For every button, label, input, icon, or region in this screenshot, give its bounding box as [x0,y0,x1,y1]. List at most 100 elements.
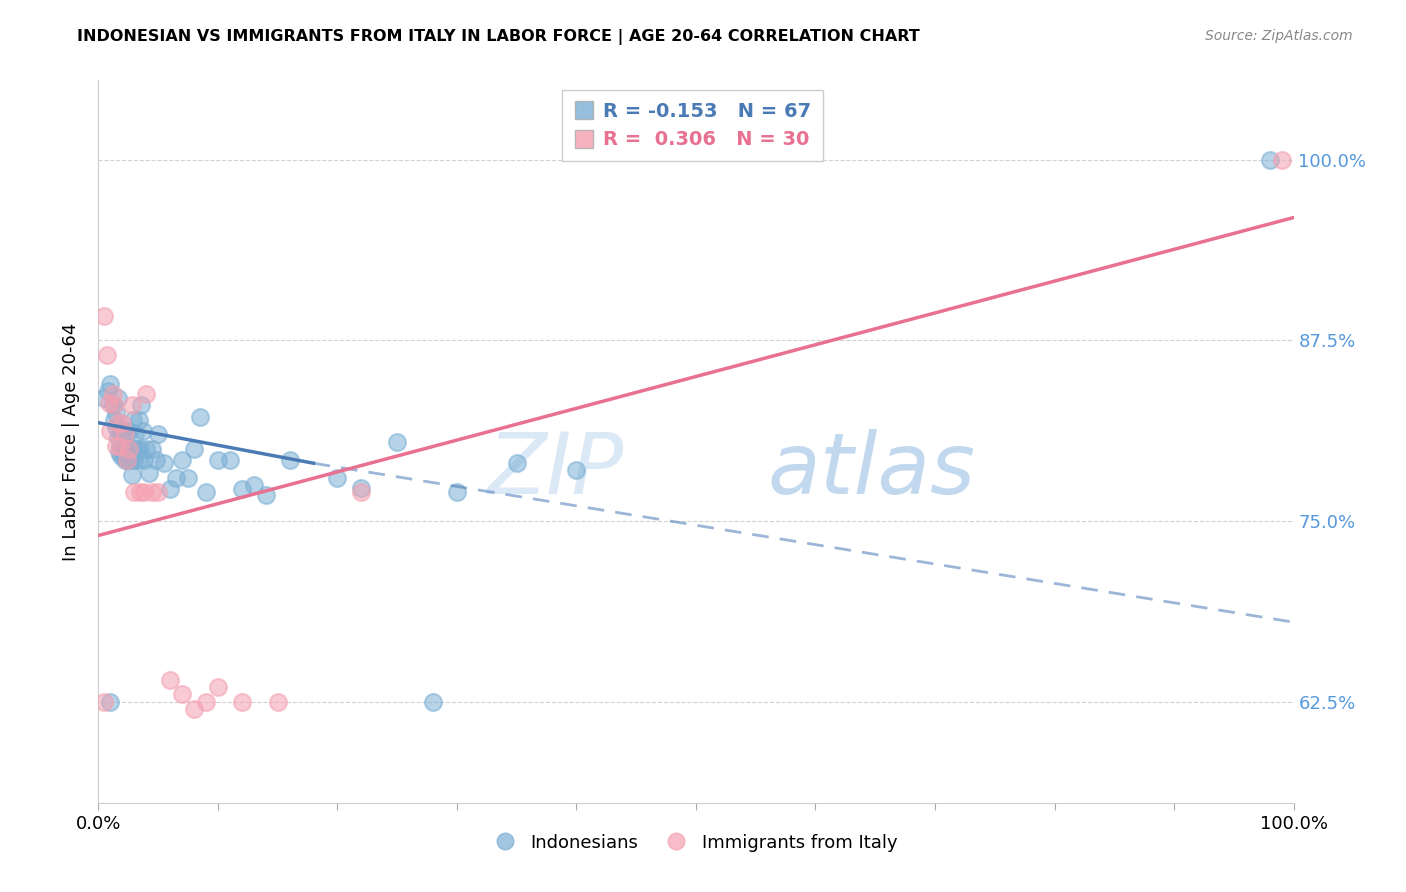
Point [254,488,277,502]
Point [103,399,125,413]
Point [278,453,301,467]
Point [101,387,124,401]
Point [124,427,146,442]
Point [105,406,128,420]
Point [422,695,444,709]
Point [207,680,229,694]
Point [98,425,122,439]
Point [385,434,409,449]
Point [350,485,373,500]
Point [326,471,349,485]
Point [135,442,157,456]
Point [115,453,138,467]
Point [135,387,157,401]
Point [1258,153,1281,167]
Point [145,453,167,467]
Point [121,442,143,456]
Point [159,673,181,687]
Point [121,399,143,413]
Point [105,439,128,453]
Point [267,695,290,709]
Point [114,427,136,442]
Point [172,688,194,702]
Legend: Indonesians, Immigrants from Italy: Indonesians, Immigrants from Italy [488,826,904,859]
Text: Source: ZipAtlas.com: Source: ZipAtlas.com [1205,29,1353,43]
Point [103,413,125,427]
Point [148,485,170,500]
Point [125,442,148,456]
Point [110,449,132,463]
Point [115,427,138,442]
Point [111,425,134,439]
Point [131,425,153,439]
Point [131,399,153,413]
Point [138,467,160,481]
Point [115,442,138,456]
Point [177,471,200,485]
Point [114,442,136,456]
Point [195,695,218,709]
Point [141,485,163,500]
Point [132,485,155,500]
Point [121,467,143,482]
Point [120,453,142,467]
Point [172,453,194,467]
Point [122,413,145,427]
Point [195,485,218,500]
Text: INDONESIAN VS IMMIGRANTS FROM ITALY IN LABOR FORCE | AGE 20-64 CORRELATION CHART: INDONESIAN VS IMMIGRANTS FROM ITALY IN L… [77,29,920,45]
Text: atlas: atlas [768,429,976,512]
Point [446,485,468,500]
Point [107,444,129,458]
Point [141,442,163,456]
Point [118,442,141,456]
Point [1271,153,1294,167]
Point [105,420,128,434]
Point [350,481,373,495]
Point [159,482,181,496]
Point [111,442,134,456]
Point [115,453,138,467]
Point [128,413,150,427]
Point [207,453,229,467]
Point [565,463,588,477]
Point [108,425,131,439]
Point [108,439,131,453]
Point [183,442,205,456]
Point [219,453,242,467]
Point [153,456,176,470]
Point [107,416,129,430]
Point [231,695,253,709]
Point [98,395,121,409]
Point [188,409,211,424]
Point [231,482,253,496]
Point [118,442,141,456]
Point [93,309,115,323]
Point [112,449,135,463]
Point [97,384,120,398]
Point [107,391,129,405]
Y-axis label: In Labor Force | Age 20-64: In Labor Force | Age 20-64 [62,322,80,561]
Point [111,416,134,430]
Point [98,376,122,391]
Point [107,430,129,444]
Point [127,453,149,467]
Point [124,485,146,500]
Point [124,453,146,467]
Point [117,442,139,456]
Point [183,702,205,716]
Point [124,442,146,456]
Point [132,453,155,467]
Point [93,391,115,405]
Point [114,453,136,467]
Point [108,439,131,453]
Text: ZIP: ZIP [488,429,624,512]
Point [98,695,122,709]
Point [101,399,124,413]
Point [165,471,187,485]
Point [243,478,266,492]
Point [506,456,529,470]
Point [118,425,141,439]
Point [129,485,152,500]
Point [96,348,118,362]
Point [93,695,115,709]
